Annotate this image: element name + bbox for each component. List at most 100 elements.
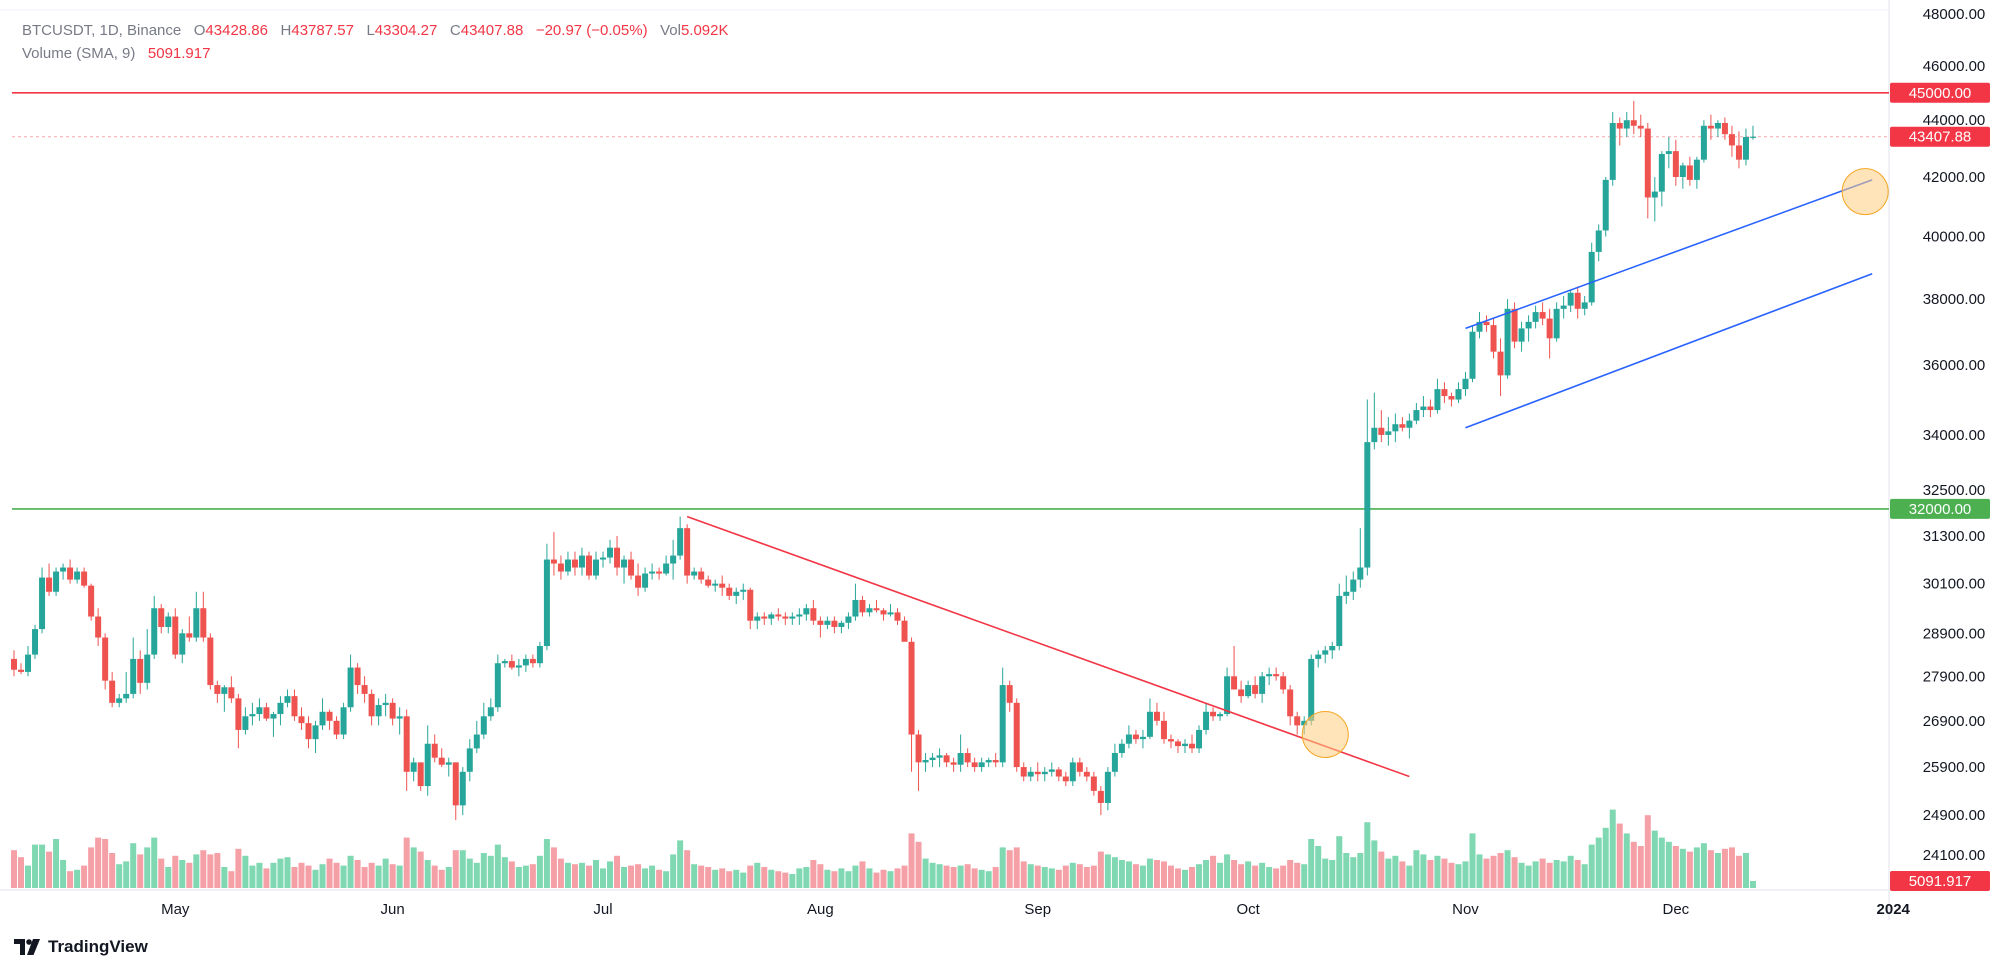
volume-bar — [1714, 853, 1721, 888]
candle-body — [53, 571, 60, 592]
candle-body — [32, 629, 39, 655]
drawing-tools[interactable] — [686, 168, 1889, 778]
candle-body — [775, 614, 782, 617]
volume-value: 5.092K — [680, 22, 729, 39]
indicator-label[interactable]: Volume (SMA, 9) — [22, 45, 136, 62]
candle-body — [403, 716, 410, 772]
candle-body — [1308, 658, 1315, 721]
price-axis[interactable]: 48000.00 46000.00 44000.00 42000.00 40000.00… — [1923, 6, 1986, 864]
volume-bar — [1322, 858, 1329, 888]
candle-body — [347, 667, 354, 708]
candle-body — [1595, 230, 1602, 252]
candle-body — [137, 658, 144, 683]
volume-bar — [74, 869, 81, 888]
volume-bar — [473, 862, 480, 888]
candle-body — [859, 599, 866, 613]
volume-bar — [585, 865, 592, 888]
volume-bar — [803, 867, 810, 888]
candle-body — [200, 608, 207, 638]
legend-ohlc: BTCUSDT, 1D, Binance O43428.86 H43787.57… — [22, 22, 729, 39]
volume-bar — [508, 861, 515, 888]
volume-bar — [116, 864, 123, 888]
price-label-text: 45000.00 — [1909, 85, 1972, 102]
horizontal-lines — [12, 91, 1889, 510]
candle-body — [1083, 771, 1090, 777]
candle-body — [726, 587, 733, 596]
volume-bar — [431, 865, 438, 888]
volume-bar — [1392, 855, 1399, 888]
volume-bar — [719, 868, 726, 888]
candle-body — [1343, 591, 1350, 596]
candle-body — [1287, 689, 1294, 717]
symbol-label[interactable]: BTCUSDT, 1D, Binance — [22, 22, 182, 39]
tradingview-logo[interactable]: TradingView — [14, 937, 148, 957]
candle-body — [796, 614, 803, 617]
candle-body — [326, 711, 333, 721]
volume-bar — [1588, 844, 1595, 888]
volume-bar — [1083, 867, 1090, 888]
volume-bar — [1217, 862, 1224, 888]
volume-bar — [845, 871, 852, 888]
candle-body — [1266, 674, 1273, 677]
candle-body — [684, 528, 691, 576]
candle-body — [1217, 714, 1224, 717]
candle-body — [964, 753, 971, 763]
candle-body — [536, 646, 543, 664]
candle-body — [761, 616, 768, 619]
volume-bar — [424, 860, 431, 888]
time-tick-label: Nov — [1452, 901, 1479, 918]
volume-bar — [214, 853, 221, 888]
brand-name: TradingView — [48, 937, 148, 956]
volume-bar — [1665, 841, 1672, 888]
volume-bar — [621, 867, 628, 888]
volume-bar — [936, 864, 943, 888]
candle-body — [1006, 685, 1013, 703]
volume-bar — [557, 858, 564, 888]
volume-bar — [1385, 858, 1392, 888]
candle-body — [501, 661, 508, 664]
candle-body — [1525, 321, 1532, 329]
price-tick-label: 24900.00 — [1923, 807, 1986, 824]
volume-bar — [487, 855, 494, 888]
volume-bar — [1651, 830, 1658, 888]
volume-bar — [873, 872, 880, 888]
time-tick-label: 2024 — [1877, 901, 1911, 918]
volume-bar — [761, 867, 768, 888]
candle-body — [1055, 769, 1062, 777]
low-value: 43304.27 — [374, 22, 438, 39]
volume-bar — [1469, 833, 1476, 888]
time-axis[interactable]: May Jun Jul Aug Sep Oct Nov Dec 2024 — [161, 901, 1910, 918]
volume-bar — [768, 869, 775, 888]
volume-bar — [270, 862, 277, 888]
volume-bar — [305, 865, 312, 888]
candle-body — [1462, 378, 1469, 390]
candle-body — [186, 633, 193, 638]
candle-body — [1301, 720, 1308, 726]
volume-bar — [515, 867, 522, 888]
price-tick-label: 26900.00 — [1923, 713, 1986, 730]
candle-body — [1378, 427, 1385, 435]
volume-bar — [1118, 860, 1125, 888]
candle-body — [473, 734, 480, 749]
volume-bar — [950, 867, 957, 888]
volume-bar — [943, 865, 950, 888]
volume-bar — [1721, 848, 1728, 888]
channel-upper-line — [1465, 179, 1873, 330]
candle-body — [165, 616, 172, 627]
candle-body — [1714, 122, 1721, 129]
candle-body — [971, 762, 978, 768]
volume-bar — [410, 847, 417, 888]
volume-bar — [1406, 865, 1413, 888]
volume-bar — [88, 847, 95, 888]
candle-body — [1280, 676, 1287, 690]
volume-bar — [1329, 860, 1336, 888]
candle-body — [1518, 328, 1525, 342]
volume-bar — [235, 848, 242, 888]
candle-body — [424, 743, 431, 787]
price-label-text: 32000.00 — [1909, 501, 1972, 518]
volume-bar — [635, 864, 642, 888]
volume-bar — [964, 864, 971, 888]
candle-body — [102, 637, 109, 681]
candle-body — [1637, 125, 1644, 129]
